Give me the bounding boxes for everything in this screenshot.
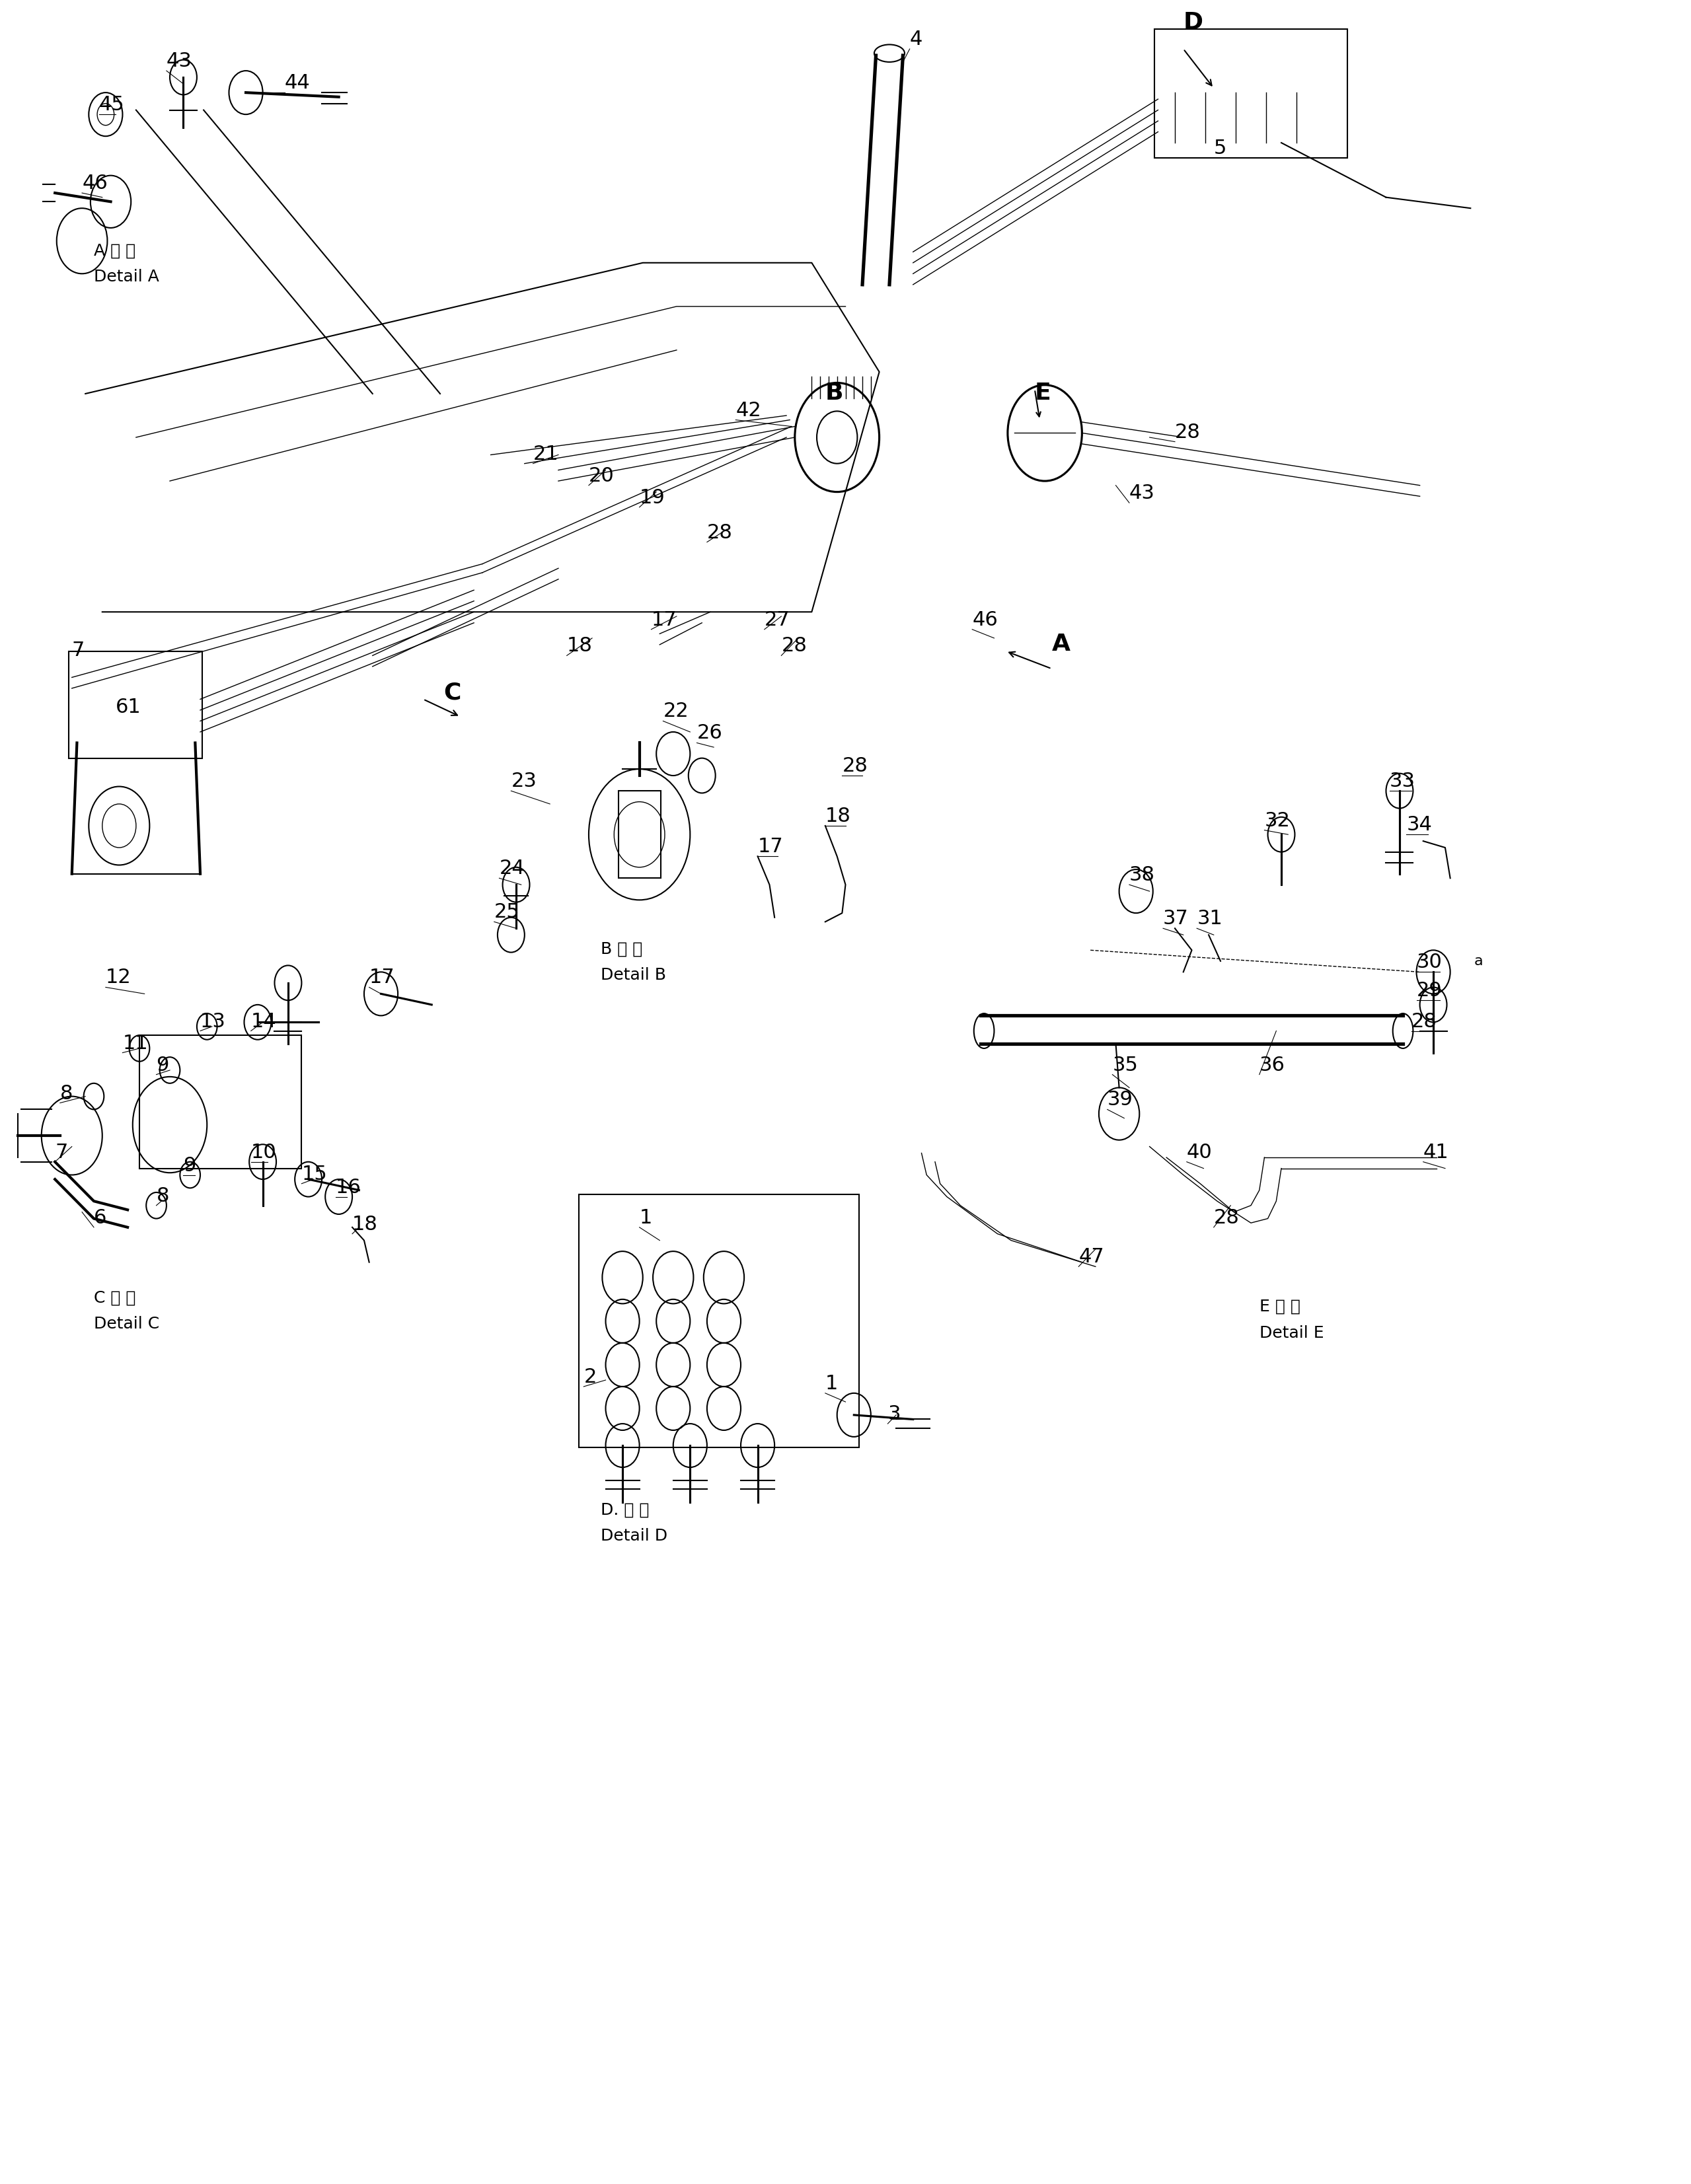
Text: 28: 28 xyxy=(1412,1011,1437,1031)
Text: B 詳 圖: B 詳 圖 xyxy=(600,941,643,957)
Text: 37: 37 xyxy=(1163,909,1189,928)
Text: 17: 17 xyxy=(369,968,394,987)
Text: 18: 18 xyxy=(352,1214,379,1234)
Text: A: A xyxy=(1052,633,1070,655)
Text: 30: 30 xyxy=(1417,952,1442,972)
Text: 23: 23 xyxy=(511,771,536,791)
Text: a: a xyxy=(1475,954,1483,968)
Text: 2: 2 xyxy=(583,1367,597,1387)
Text: 27: 27 xyxy=(764,609,790,629)
Text: 11: 11 xyxy=(122,1033,149,1053)
Text: 16: 16 xyxy=(335,1177,360,1197)
Text: 12: 12 xyxy=(105,968,132,987)
Text: 15: 15 xyxy=(301,1164,326,1184)
Text: 45: 45 xyxy=(98,96,125,114)
Text: 24: 24 xyxy=(499,858,524,878)
Text: B: B xyxy=(825,382,844,404)
Text: 33: 33 xyxy=(1390,771,1415,791)
Text: 13: 13 xyxy=(200,1011,227,1031)
Text: 17: 17 xyxy=(758,836,783,856)
Ellipse shape xyxy=(874,44,905,61)
Text: 40: 40 xyxy=(1187,1142,1212,1162)
Text: 5: 5 xyxy=(1214,140,1226,157)
Text: 1: 1 xyxy=(639,1208,653,1227)
Text: 39: 39 xyxy=(1108,1090,1133,1109)
Text: E 詳 圖: E 詳 圖 xyxy=(1260,1299,1300,1315)
Text: 17: 17 xyxy=(651,609,676,629)
Text: 14: 14 xyxy=(250,1011,277,1031)
Text: 44: 44 xyxy=(284,74,311,92)
Text: D. 詳 圖: D. 詳 圖 xyxy=(600,1503,649,1518)
Text: C: C xyxy=(443,681,462,703)
Text: 9: 9 xyxy=(156,1055,169,1075)
Text: 29: 29 xyxy=(1417,981,1442,1000)
Text: 4: 4 xyxy=(910,31,923,48)
Text: 28: 28 xyxy=(781,636,807,655)
Text: 31: 31 xyxy=(1197,909,1223,928)
Text: 28: 28 xyxy=(1214,1208,1240,1227)
Text: 25: 25 xyxy=(494,902,519,922)
Bar xyxy=(619,791,661,878)
Text: 22: 22 xyxy=(663,701,688,721)
Text: 46: 46 xyxy=(81,175,108,192)
Text: 8: 8 xyxy=(156,1186,169,1206)
Text: 1: 1 xyxy=(825,1374,839,1393)
Text: C 詳 圖: C 詳 圖 xyxy=(93,1291,135,1306)
Text: 61: 61 xyxy=(115,697,142,716)
Text: 18: 18 xyxy=(825,806,851,826)
Text: 42: 42 xyxy=(736,400,761,419)
Text: 19: 19 xyxy=(639,487,665,507)
Text: 3: 3 xyxy=(888,1404,901,1424)
Ellipse shape xyxy=(974,1013,994,1048)
Text: 8: 8 xyxy=(61,1083,73,1103)
Text: 28: 28 xyxy=(707,522,732,542)
Text: 34: 34 xyxy=(1407,815,1432,834)
Text: 32: 32 xyxy=(1265,810,1290,830)
Text: 10: 10 xyxy=(250,1142,277,1162)
Text: Detail D: Detail D xyxy=(600,1529,668,1544)
Text: Detail A: Detail A xyxy=(93,269,159,284)
Text: 43: 43 xyxy=(1130,483,1155,502)
Text: Detail E: Detail E xyxy=(1260,1326,1324,1341)
Text: 36: 36 xyxy=(1260,1055,1285,1075)
Text: E: E xyxy=(1035,382,1052,404)
Text: 26: 26 xyxy=(697,723,722,743)
Ellipse shape xyxy=(1393,1013,1414,1048)
Text: 18: 18 xyxy=(566,636,592,655)
Text: 28: 28 xyxy=(842,756,867,775)
Text: A 詳 圖: A 詳 圖 xyxy=(93,242,135,258)
Text: 47: 47 xyxy=(1079,1247,1104,1267)
Text: 46: 46 xyxy=(972,609,998,629)
Text: 7: 7 xyxy=(56,1142,68,1162)
Text: 41: 41 xyxy=(1424,1142,1449,1162)
Text: Detail B: Detail B xyxy=(600,968,666,983)
Text: Detail C: Detail C xyxy=(93,1317,159,1332)
Text: 9: 9 xyxy=(183,1155,196,1175)
Text: 21: 21 xyxy=(533,443,558,463)
Text: 20: 20 xyxy=(588,465,614,485)
Text: 7: 7 xyxy=(71,640,85,660)
Text: 38: 38 xyxy=(1130,865,1155,885)
Text: 28: 28 xyxy=(1175,422,1201,441)
Text: 6: 6 xyxy=(93,1208,107,1227)
Text: 43: 43 xyxy=(166,52,193,70)
Text: 35: 35 xyxy=(1113,1055,1138,1075)
Text: D: D xyxy=(1184,11,1204,33)
